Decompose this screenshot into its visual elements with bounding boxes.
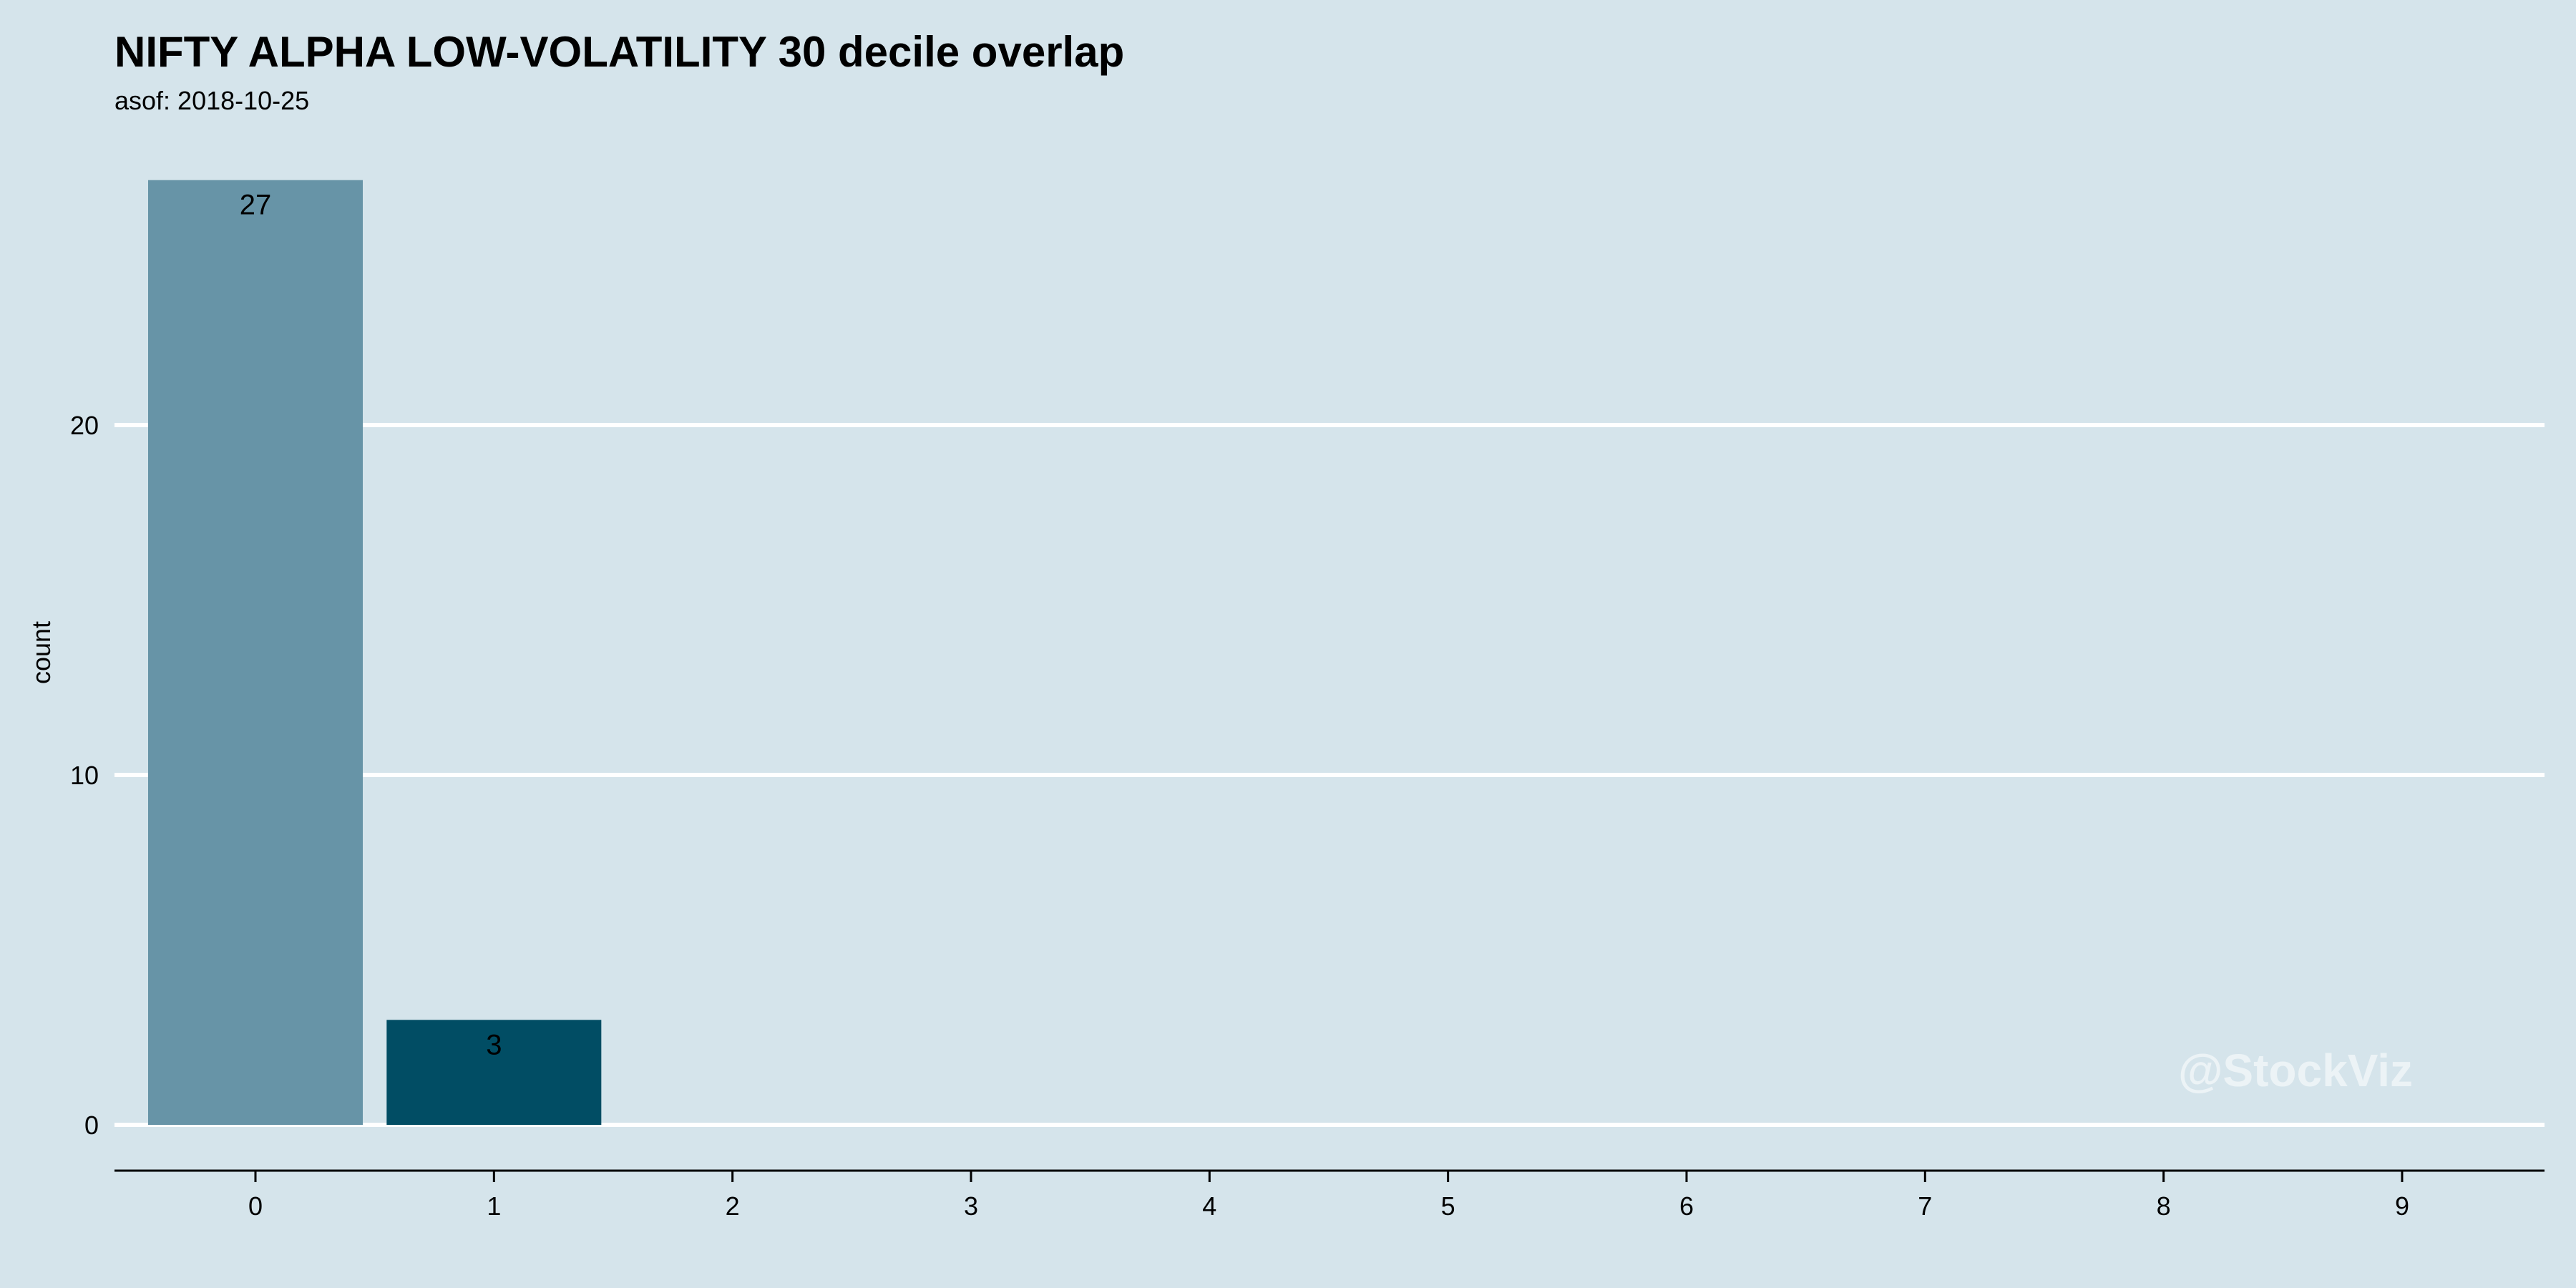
chart-title: NIFTY ALPHA LOW-VOLATILITY 30 decile ove…	[114, 28, 1125, 76]
data-labels: 27 3	[240, 190, 502, 1061]
x-tick-label: 8	[2157, 1191, 2171, 1221]
bar	[386, 1020, 602, 1125]
data-label: 27	[240, 190, 272, 221]
x-tick-label: 4	[1202, 1191, 1216, 1221]
y-tick-label: 20	[70, 411, 99, 440]
y-axis-label: count	[26, 621, 56, 684]
y-axis-ticks: 0 10 20	[70, 411, 99, 1140]
y-tick-label: 0	[84, 1111, 99, 1140]
bar	[148, 180, 363, 1126]
x-tick-label: 0	[248, 1191, 263, 1221]
watermark: @StockViz	[2178, 1045, 2413, 1096]
y-tick-label: 10	[70, 761, 99, 790]
x-tick-label: 2	[726, 1191, 740, 1221]
bars	[148, 180, 602, 1126]
x-tick-label: 7	[1918, 1191, 1932, 1221]
x-tick-label: 5	[1441, 1191, 1455, 1221]
x-tick-label: 3	[964, 1191, 978, 1221]
x-tick-label: 1	[487, 1191, 501, 1221]
x-tick-label: 6	[1679, 1191, 1694, 1221]
chart-subtitle: asof: 2018-10-25	[114, 86, 310, 115]
data-label: 3	[486, 1029, 502, 1060]
x-tick-label: 9	[2395, 1191, 2409, 1221]
x-axis-ticks: 0 1 2 3 4 5 6 7 8 9	[248, 1171, 2409, 1221]
